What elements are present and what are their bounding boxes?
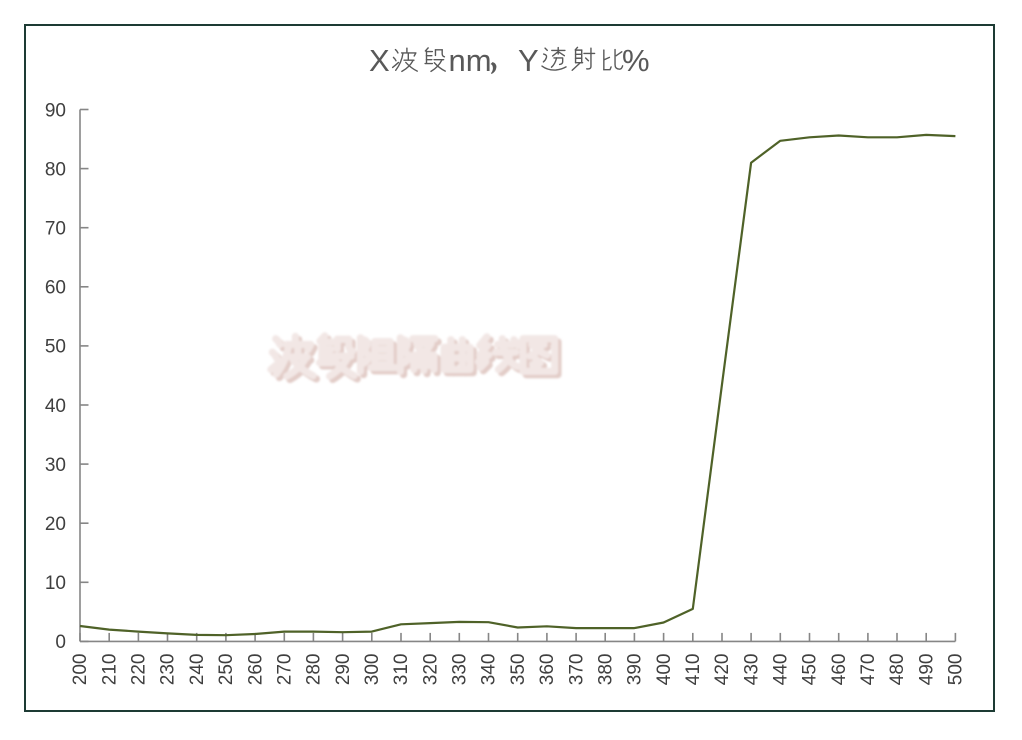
- svg-text:10: 10: [45, 573, 66, 594]
- svg-text:430: 430: [741, 654, 762, 686]
- svg-text:450: 450: [800, 654, 821, 686]
- svg-text:220: 220: [129, 654, 150, 686]
- svg-text:80: 80: [45, 159, 66, 180]
- svg-text:40: 40: [45, 396, 66, 417]
- svg-text:440: 440: [771, 654, 792, 686]
- svg-text:350: 350: [508, 654, 529, 686]
- svg-text:nm: nm: [449, 43, 492, 78]
- svg-text:460: 460: [829, 654, 850, 686]
- svg-text:230: 230: [158, 654, 179, 686]
- svg-text:420: 420: [712, 654, 733, 686]
- svg-text:0: 0: [55, 632, 66, 653]
- svg-text:320: 320: [420, 654, 441, 686]
- svg-text:30: 30: [45, 455, 66, 476]
- svg-text:490: 490: [916, 654, 937, 686]
- svg-text:50: 50: [45, 337, 66, 358]
- svg-text:%: %: [622, 43, 650, 78]
- svg-text:210: 210: [99, 654, 120, 686]
- svg-text:70: 70: [45, 219, 66, 240]
- svg-text:470: 470: [858, 654, 879, 686]
- svg-text:300: 300: [362, 654, 383, 686]
- svg-text:20: 20: [45, 514, 66, 535]
- svg-text:310: 310: [391, 654, 412, 686]
- svg-text:280: 280: [304, 654, 325, 686]
- svg-text:260: 260: [245, 654, 266, 686]
- svg-text:200: 200: [70, 654, 91, 686]
- svg-text:400: 400: [654, 654, 675, 686]
- svg-text:480: 480: [887, 654, 908, 686]
- svg-text:290: 290: [333, 654, 354, 686]
- svg-text:360: 360: [537, 654, 558, 686]
- svg-text:410: 410: [683, 654, 704, 686]
- svg-text:90: 90: [45, 100, 66, 121]
- svg-text:60: 60: [45, 278, 66, 299]
- svg-text:240: 240: [187, 654, 208, 686]
- svg-text:Y: Y: [518, 43, 539, 78]
- svg-text:270: 270: [275, 654, 296, 686]
- svg-text:500: 500: [946, 654, 967, 686]
- svg-text:250: 250: [216, 654, 237, 686]
- svg-text:340: 340: [479, 654, 500, 686]
- svg-text:370: 370: [566, 654, 587, 686]
- svg-text:380: 380: [595, 654, 616, 686]
- svg-text:330: 330: [450, 654, 471, 686]
- svg-text:X: X: [369, 43, 390, 78]
- svg-text:390: 390: [625, 654, 646, 686]
